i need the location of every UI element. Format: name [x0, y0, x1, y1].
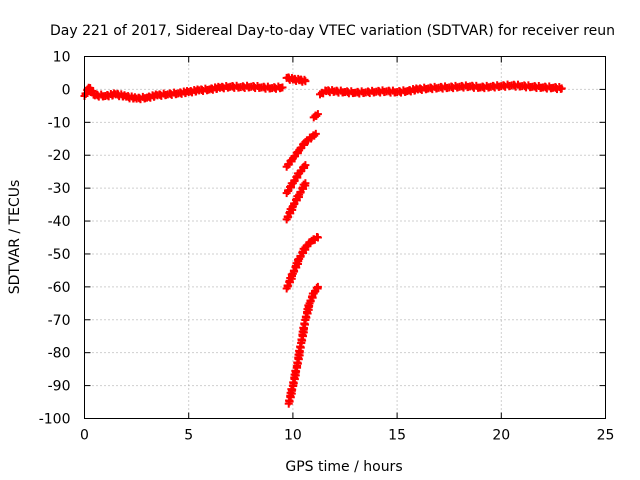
- data-point: [311, 129, 320, 138]
- y-tick-label: -60: [48, 280, 71, 296]
- data-segment: [282, 129, 320, 171]
- plot-frame: [84, 56, 606, 419]
- data-point: [301, 77, 310, 86]
- y-tick-label: 10: [53, 50, 71, 66]
- y-tick-label: -30: [48, 181, 71, 197]
- y-tick-labels: 10 0 -10 -20 -30 -40 -50 -60 -70 -80 -90 -100: [39, 50, 71, 428]
- y-tick-label: -40: [48, 214, 71, 230]
- data-segment: [309, 110, 322, 122]
- x-tick-labels: 0 5 10 15 20 25: [80, 428, 614, 444]
- grid: [84, 56, 606, 419]
- data-point: [313, 282, 322, 291]
- data-segment: [282, 179, 310, 224]
- y-tick-label: -70: [48, 313, 71, 329]
- data-point: [557, 84, 566, 93]
- y-tick-label: -100: [39, 412, 71, 428]
- data-point: [301, 179, 310, 188]
- data-segment: [284, 282, 322, 408]
- x-tick-label: 5: [184, 428, 193, 444]
- y-tick-label: -20: [48, 148, 71, 164]
- y-tick-label: -90: [48, 379, 71, 395]
- x-tick-label: 25: [597, 428, 615, 444]
- y-tick-label: 0: [62, 82, 71, 98]
- data-points: [80, 73, 566, 408]
- x-tick-label: 10: [284, 428, 302, 444]
- data-segment: [282, 161, 310, 198]
- x-tick-label: 20: [492, 428, 510, 444]
- data-segment: [315, 80, 566, 99]
- data-point: [301, 161, 310, 170]
- data-point: [278, 83, 287, 92]
- y-tick-label: -50: [48, 247, 71, 263]
- x-axis-title: GPS time / hours: [285, 459, 402, 475]
- y-tick-label: -10: [48, 115, 71, 131]
- chart-title: Day 221 of 2017, Sidereal Day-to-day VTE…: [50, 23, 615, 39]
- axis-ticks: [84, 56, 606, 419]
- data-segment: [282, 73, 310, 86]
- data-segment: [80, 81, 287, 104]
- x-tick-label: 15: [388, 428, 406, 444]
- data-point: [313, 110, 322, 119]
- y-axis-title: SDTVAR / TECUs: [7, 180, 23, 295]
- x-tick-label: 0: [80, 428, 89, 444]
- data-segment: [282, 232, 322, 293]
- y-tick-label: -80: [48, 346, 71, 362]
- data-point: [313, 233, 322, 242]
